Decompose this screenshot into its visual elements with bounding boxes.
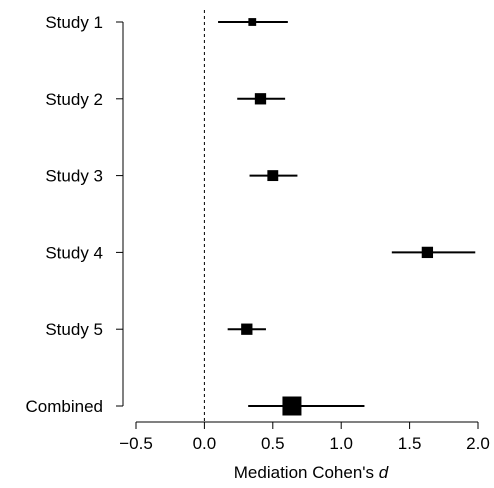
x-tick-label: 2.0 — [466, 434, 490, 453]
x-axis-title-text: Mediation Cohen's — [234, 463, 379, 482]
x-tick-label: −0.5 — [119, 434, 153, 453]
x-tick-label: 1.0 — [329, 434, 353, 453]
row-label: Study 2 — [45, 90, 103, 109]
forest-row: Study 4 — [45, 243, 476, 262]
row-label: Study 1 — [45, 13, 103, 32]
forest-rows: Study 1 Study 2 Study 3 Study 4 Study 5 Combi… — [26, 13, 476, 416]
row-label: Combined — [26, 397, 104, 416]
row-label: Study 3 — [45, 167, 103, 186]
row-label: Study 5 — [45, 320, 103, 339]
forest-row: Study 1 — [45, 13, 288, 32]
x-tick-label: 0.0 — [193, 434, 217, 453]
x-axis-title: Mediation Cohen's d — [234, 463, 389, 482]
point-estimate — [267, 170, 279, 182]
point-estimate — [282, 396, 302, 416]
point-estimate — [421, 246, 434, 259]
x-axis: −0.5 0.0 0.5 1.0 1.5 2.0 — [119, 421, 490, 453]
forest-row: Study 3 — [45, 167, 298, 186]
x-tick-label: 1.5 — [398, 434, 422, 453]
row-label: Study 4 — [45, 243, 103, 262]
point-estimate — [248, 18, 257, 26]
x-axis-title-italic: d — [379, 463, 389, 482]
forest-row: Study 2 — [45, 90, 286, 109]
x-tick-label: 0.5 — [261, 434, 285, 453]
point-estimate — [254, 93, 267, 105]
point-estimate — [241, 323, 253, 335]
forest-row: Combined — [26, 396, 365, 416]
forest-row: Study 5 — [45, 320, 266, 339]
